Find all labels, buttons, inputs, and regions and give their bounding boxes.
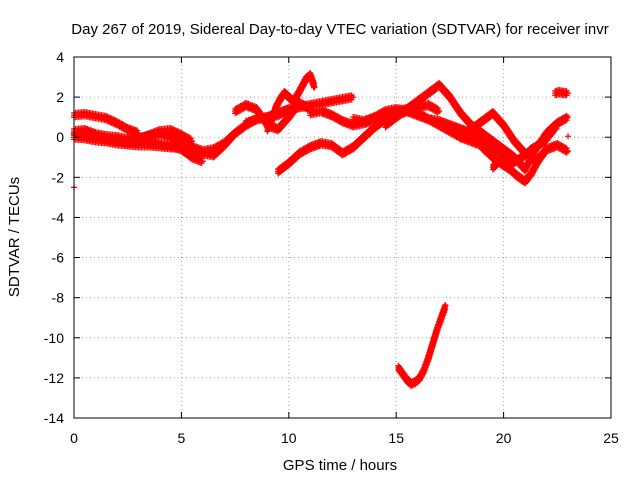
data-point-arc-10	[436, 108, 443, 115]
data-point-arc-14	[565, 148, 572, 155]
y-tick-label: -10	[44, 330, 64, 346]
data-point-arc-14	[563, 145, 570, 152]
data-point-arc-1	[109, 116, 116, 123]
data-point-arc-3	[175, 128, 182, 135]
data-point-arc-15	[543, 146, 550, 153]
data-point-arc-1	[111, 116, 118, 123]
data-point-arc-16	[554, 122, 561, 129]
y-tick-label: -8	[52, 290, 65, 306]
data-point-arc-6	[187, 141, 194, 148]
data-point-arc-2	[199, 158, 206, 165]
y-tick-label: 2	[56, 89, 64, 105]
chart-title: Day 267 of 2019, Sidereal Day-to-day VTE…	[71, 21, 608, 38]
data-point-arc-15	[542, 145, 549, 152]
data-point-arc-17	[565, 90, 572, 97]
axis-ticks	[73, 56, 612, 419]
y-tick-label: -4	[52, 209, 65, 225]
y-tick-label: 0	[56, 129, 64, 145]
y-tick-label: 4	[56, 49, 64, 65]
x-tick-label: 5	[178, 430, 186, 446]
data-point-arc-3	[187, 135, 194, 142]
data-point-arc-11	[338, 115, 345, 122]
data-point-arc-1	[105, 114, 112, 121]
data-point-arc-3	[171, 126, 178, 133]
data-point-arc-8	[311, 84, 318, 91]
data-point-arc-1	[107, 114, 114, 121]
plot-area-frame	[73, 56, 612, 419]
data-point-arc-3	[174, 128, 181, 135]
data-point-arc-1	[104, 113, 111, 120]
data-point-arc-1	[123, 123, 130, 130]
data-point-arc-9	[350, 94, 357, 101]
data-point-isolated	[565, 133, 572, 140]
data-point-arc-3	[167, 125, 174, 132]
data-point-arc-1	[108, 115, 115, 122]
data-point-arc-3	[169, 125, 176, 132]
data-point-arc-3	[173, 127, 180, 134]
y-tick-label: -12	[44, 370, 64, 386]
data-point-arc-1	[134, 127, 141, 134]
data-point-arc-10	[434, 105, 441, 112]
y-tick-label: -6	[52, 250, 65, 266]
x-tick-label: 0	[70, 430, 78, 446]
x-tick-label: 15	[388, 430, 404, 446]
x-tick-label: 10	[281, 430, 297, 446]
data-point-arc-3	[170, 126, 177, 133]
y-axis-title: SDTVAR / TECUs	[6, 177, 23, 297]
x-tick-label: 20	[496, 430, 512, 446]
x-axis-title: GPS time / hours	[283, 457, 397, 474]
data-point-arc-1	[103, 112, 110, 119]
axis-tick-labels: 0 5 10 15 20 25 -14 -12 -10 -8 -6 -4 -2 0 2 4	[44, 49, 619, 446]
data-point-arc-3	[186, 134, 193, 141]
data-point-arc-1	[112, 117, 119, 124]
data-point-arc-13	[565, 114, 572, 121]
x-tick-label: 25	[603, 430, 619, 446]
data-point-arc-3	[177, 129, 184, 136]
grid-lines	[74, 57, 611, 418]
data-point-arc-10	[433, 104, 440, 111]
data-point-arc-14	[562, 144, 569, 151]
y-tick-label: -14	[44, 410, 64, 426]
data-point-arc-18	[442, 302, 449, 309]
data-points	[71, 69, 572, 390]
data-point-arc-16	[553, 121, 560, 128]
y-tick-label: -2	[52, 169, 65, 185]
